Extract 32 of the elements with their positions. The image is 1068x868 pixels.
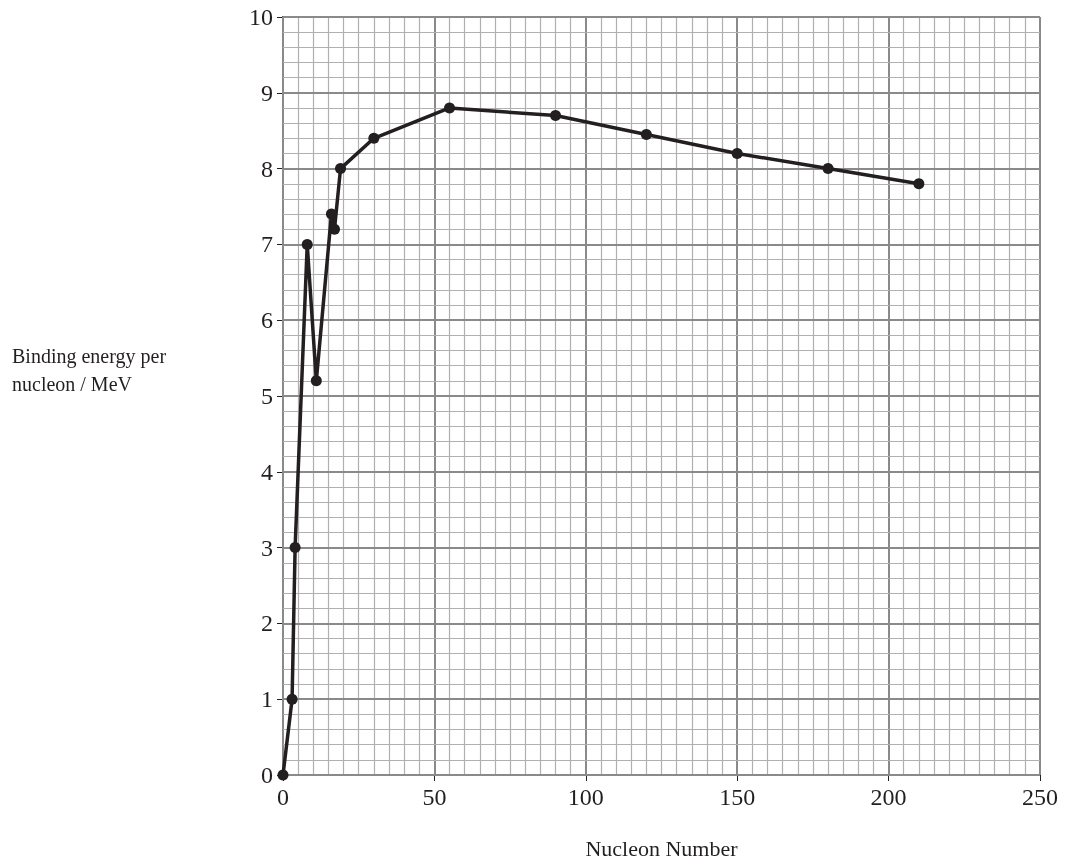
- point: [368, 132, 380, 144]
- x-tick-label: 250: [1022, 784, 1058, 810]
- y-tick-label: 8: [261, 155, 273, 182]
- y-tick-label: 2: [261, 610, 273, 637]
- x-tick-label: 200: [870, 784, 907, 810]
- x-tick-label: 50: [422, 784, 447, 810]
- y-tick-label: 6: [261, 307, 273, 334]
- point: [640, 128, 652, 140]
- x-axis-title: Nucleon Number: [585, 835, 739, 861]
- y-tick-label: 9: [261, 79, 273, 106]
- point: [913, 178, 925, 190]
- point: [444, 102, 456, 114]
- y-tick-label: 3: [261, 534, 273, 561]
- point: [277, 769, 289, 781]
- point: [286, 693, 298, 705]
- point: [550, 110, 562, 122]
- x-tick-label: 150: [719, 784, 756, 810]
- y-tick-label: 1: [261, 686, 273, 713]
- y-tick-label: 5: [261, 383, 273, 409]
- x-tick-label: 100: [567, 784, 604, 810]
- point: [310, 375, 322, 387]
- point: [822, 163, 834, 175]
- point: [731, 147, 743, 159]
- point: [289, 542, 301, 554]
- y-tick-label: 7: [261, 231, 273, 258]
- x-tick-label: 0: [277, 784, 289, 810]
- point: [301, 238, 313, 250]
- point: [335, 163, 347, 175]
- y-tick-label: 4: [261, 458, 273, 485]
- y-axis-title: Binding energy per nucleon / MeV: [12, 345, 172, 395]
- y-tick-label: 10: [249, 4, 273, 30]
- y-tick-label: 0: [261, 762, 273, 788]
